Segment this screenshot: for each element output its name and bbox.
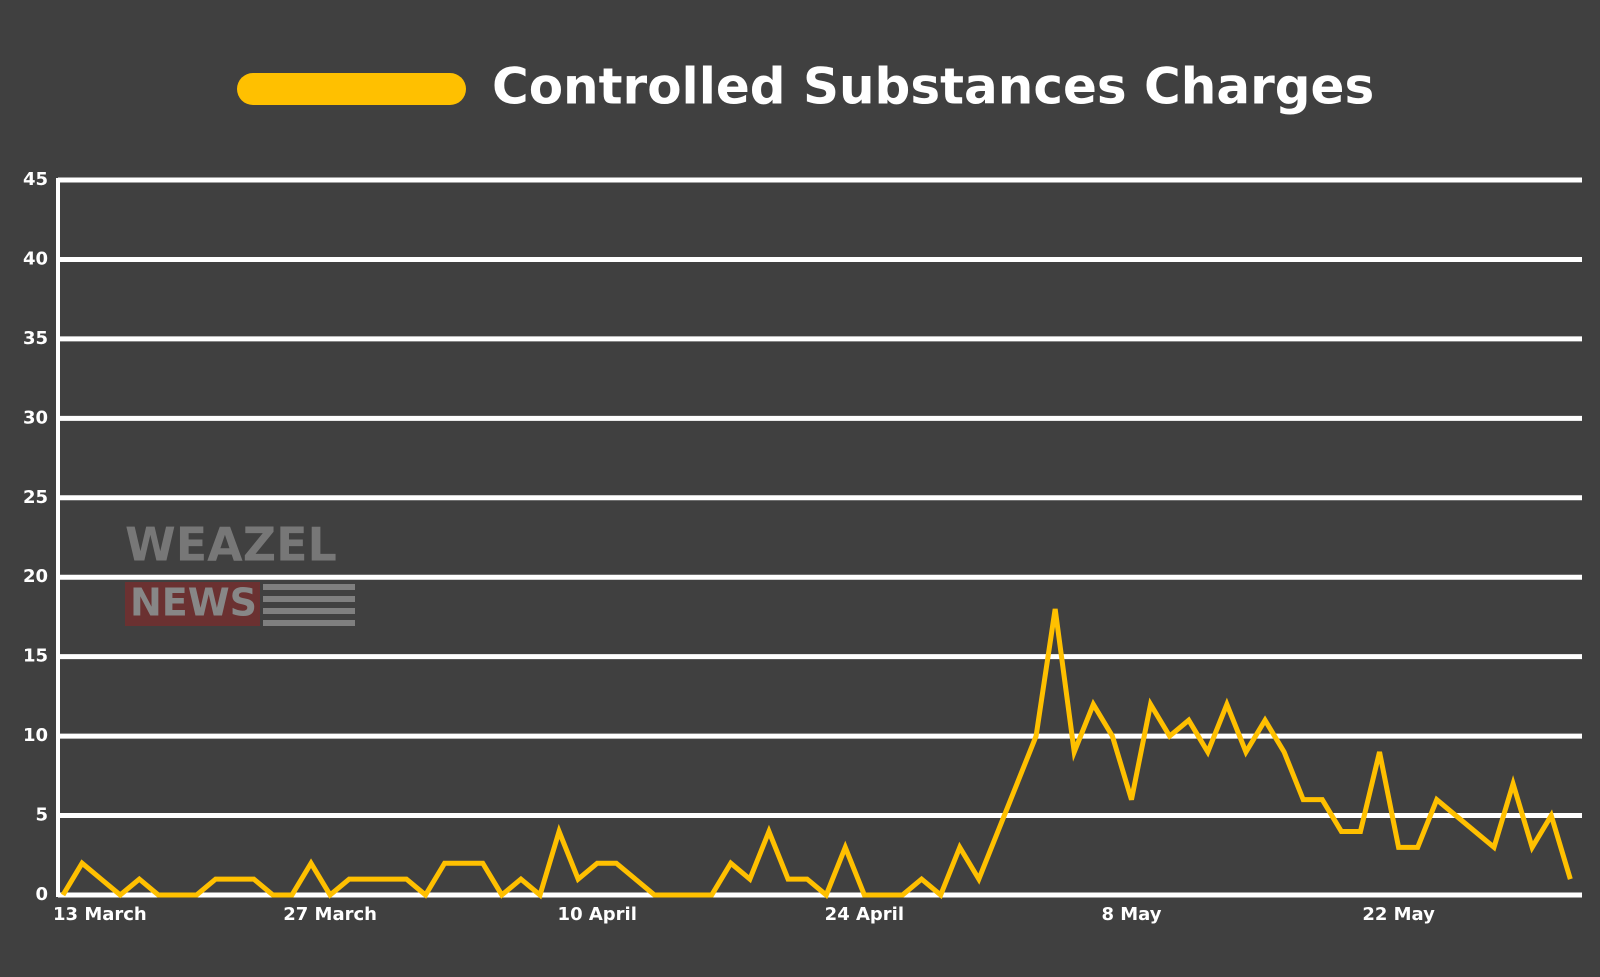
y-tick-label: 15: [23, 646, 48, 667]
legend-label: Controlled Substances Charges: [492, 58, 1374, 116]
x-tick-label: 10 April: [558, 904, 637, 925]
watermark-box: [125, 582, 260, 626]
y-tick-label: 40: [23, 248, 48, 269]
watermark: WEAZEL NEWS: [125, 518, 355, 626]
x-tick-label: 8 May: [1101, 904, 1161, 925]
y-tick-label: 5: [35, 805, 48, 826]
legend-swatch: [237, 73, 466, 105]
y-tick-label: 10: [23, 725, 48, 746]
x-tick-label: 13 March: [53, 904, 147, 925]
x-tick-label: 24 April: [825, 904, 904, 925]
watermark-top: WEAZEL: [125, 518, 337, 572]
y-tick-label: 30: [23, 407, 48, 428]
watermark-lines: [263, 584, 355, 626]
watermark-bottom: NEWS: [130, 581, 257, 625]
y-tick-label: 45: [23, 169, 48, 190]
data-line: [60, 608, 1573, 900]
y-tick-label: 25: [23, 487, 48, 508]
y-tick-label: 0: [35, 884, 48, 905]
y-tick-label: 20: [23, 566, 48, 587]
y-tick-label: 35: [23, 328, 48, 349]
x-tick-label: 27 March: [283, 904, 377, 925]
x-tick-label: 22 May: [1362, 904, 1435, 925]
